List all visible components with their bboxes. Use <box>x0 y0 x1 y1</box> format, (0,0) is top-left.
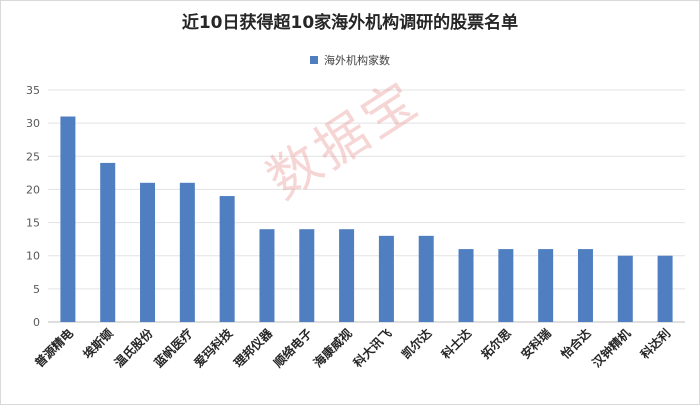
legend-swatch <box>310 56 318 64</box>
y-tick-label: 0 <box>33 316 40 329</box>
x-category-label: 蓝帆医疗 <box>151 326 196 371</box>
bar <box>657 255 673 322</box>
bar <box>339 229 355 322</box>
bar <box>100 162 116 322</box>
bar <box>458 249 474 322</box>
bar <box>617 255 633 322</box>
bar <box>538 249 554 322</box>
x-category-label: 埃斯顿 <box>80 326 116 362</box>
x-category-label: 怡合达 <box>558 326 594 362</box>
legend-label: 海外机构家数 <box>324 54 390 67</box>
chart-title: 近10日获得超10家海外机构调研的股票名单 <box>181 13 519 33</box>
x-category-label: 汉钟精机 <box>589 326 634 371</box>
bar <box>179 182 195 322</box>
bar <box>577 249 593 322</box>
x-category-label: 科士达 <box>438 326 474 362</box>
y-tick-label: 25 <box>26 150 40 163</box>
bar <box>498 249 514 322</box>
bar <box>259 229 275 322</box>
y-tick-label: 15 <box>26 217 40 230</box>
x-category-label: 凯尔达 <box>398 326 434 362</box>
bar <box>60 116 76 322</box>
x-category-label: 顺络电子 <box>270 326 315 371</box>
bar <box>378 235 394 322</box>
x-category-label: 拓尔思 <box>478 326 514 362</box>
y-tick-label: 30 <box>26 117 40 130</box>
x-category-label: 爱玛科技 <box>191 325 236 370</box>
x-category-label: 科达利 <box>637 326 673 362</box>
x-category-label: 理邦仪器 <box>231 325 276 370</box>
x-category-label: 海康威视 <box>310 326 355 371</box>
legend: 海外机构家数 <box>0 52 700 68</box>
bar <box>140 182 156 322</box>
x-category-label: 安科瑞 <box>518 326 554 362</box>
y-tick-label: 35 <box>26 84 40 97</box>
y-tick-label: 5 <box>33 283 40 296</box>
bar <box>299 229 315 322</box>
y-tick-label: 20 <box>26 183 40 196</box>
x-category-label: 普源精电 <box>31 326 76 371</box>
bar <box>418 235 434 322</box>
x-category-label: 科大讯飞 <box>350 326 395 371</box>
x-category-label: 温氏股份 <box>111 325 156 370</box>
bar <box>219 196 235 322</box>
y-tick-label: 10 <box>26 250 40 263</box>
